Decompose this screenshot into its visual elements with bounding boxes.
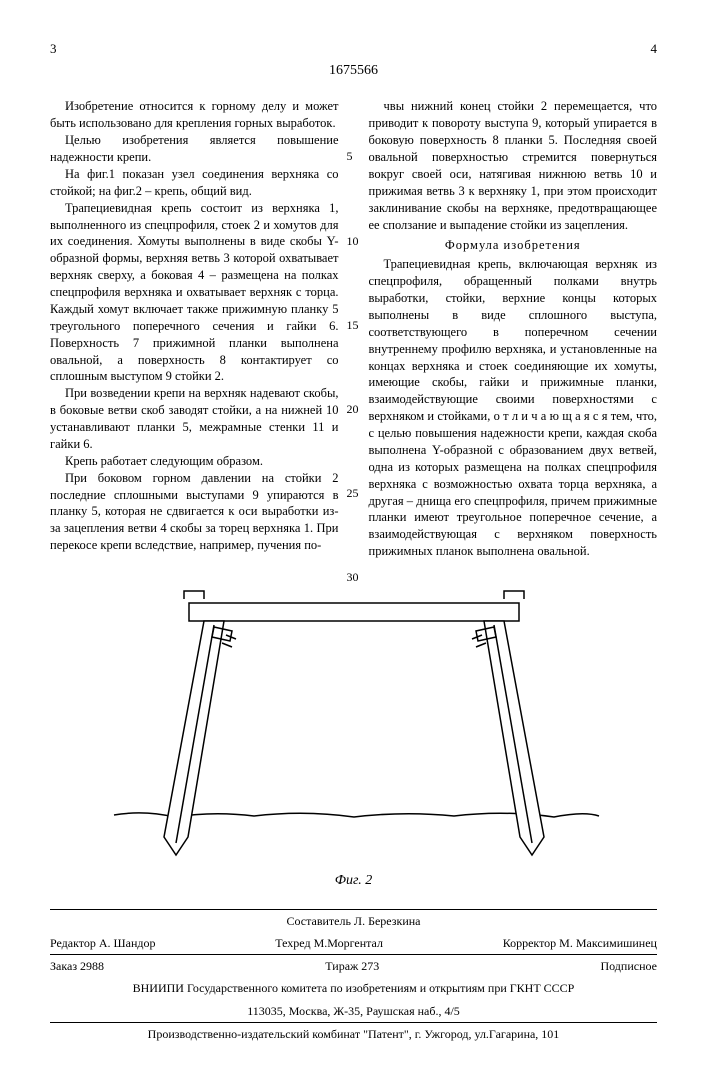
footer-compiler: Составитель Л. Березкина xyxy=(50,909,657,932)
figure-2: Фиг. 2 xyxy=(50,585,657,891)
figure-svg xyxy=(104,585,604,865)
line-mark: 25 xyxy=(347,485,359,501)
line-number-marks: 5 10 15 20 25 30 xyxy=(347,98,359,585)
page-num-left: 3 xyxy=(50,40,57,58)
page-num-right: 4 xyxy=(651,40,658,58)
line-mark: 5 xyxy=(347,148,359,164)
line-mark: 30 xyxy=(347,569,359,585)
footer-credits-row: Редактор А. Шандор Техред М.Моргентал Ко… xyxy=(50,932,657,954)
line-mark: 10 xyxy=(347,233,359,249)
line-mark: 15 xyxy=(347,317,359,333)
document-number: 1675566 xyxy=(50,62,657,81)
formula-title: Формула изобретения xyxy=(369,237,658,254)
para: Целью изобретения является повышение над… xyxy=(50,132,339,166)
footer-order-row: Заказ 2988 Тираж 273 Подписное xyxy=(50,954,657,977)
text-columns: Изобретение относится к горному делу и м… xyxy=(50,98,657,560)
para: чвы нижний конец стойки 2 перемещается, … xyxy=(369,98,658,233)
footer-org1: ВНИИПИ Государственного комитета по изоб… xyxy=(50,977,657,999)
left-column: Изобретение относится к горному делу и м… xyxy=(50,98,339,560)
figure-caption: Фиг. 2 xyxy=(50,872,657,891)
footer-corrector: Корректор М. Максимишинец xyxy=(503,935,657,951)
footer-tech: Техред М.Моргентал xyxy=(275,935,383,951)
right-column: 5 10 15 20 25 30 чвы нижний конец стойки… xyxy=(369,98,658,560)
footer: Составитель Л. Березкина Редактор А. Шан… xyxy=(50,909,657,1045)
footer-subscription: Подписное xyxy=(600,958,657,974)
para: При боковом горном давлении на стойки 2 … xyxy=(50,470,339,554)
footer-tirazh: Тираж 273 xyxy=(325,958,379,974)
line-mark: 20 xyxy=(347,401,359,417)
para: Трапециевидная крепь состоит из верхняка… xyxy=(50,200,339,386)
para: При возведении крепи на верхняк надевают… xyxy=(50,385,339,453)
para: Крепь работает следующим образом. xyxy=(50,453,339,470)
para: На фиг.1 показан узел соединения верхняк… xyxy=(50,166,339,200)
footer-order: Заказ 2988 xyxy=(50,958,104,974)
footer-org3: Производственно-издательский комбинат "П… xyxy=(50,1023,657,1045)
footer-editor: Редактор А. Шандор xyxy=(50,935,156,951)
para: Изобретение относится к горному делу и м… xyxy=(50,98,339,132)
footer-org2: 113035, Москва, Ж-35, Раушская наб., 4/5 xyxy=(50,1000,657,1023)
para: Трапециевидная крепь, включающая верхняк… xyxy=(369,256,658,560)
